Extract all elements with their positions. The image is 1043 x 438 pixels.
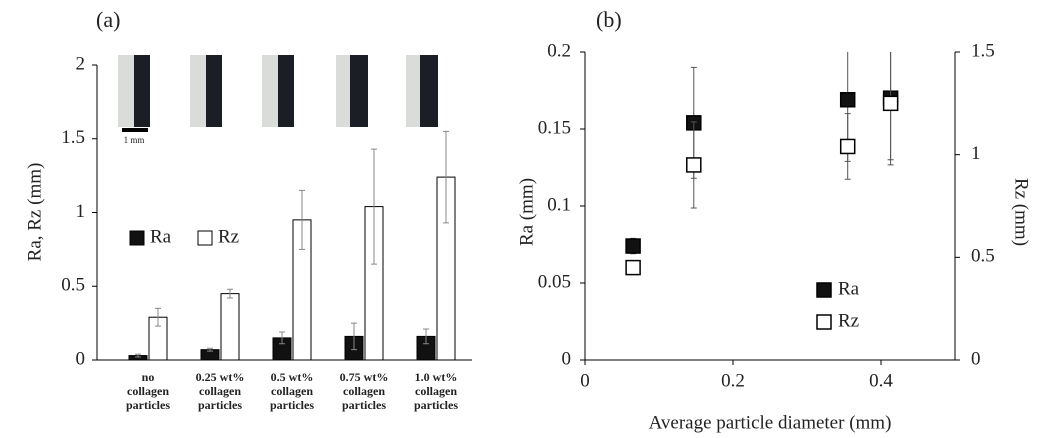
x-tick-label: 0.4 — [869, 370, 893, 391]
x-tick-label: collagen — [415, 384, 457, 398]
legend-label: Rz — [218, 226, 239, 247]
x-tick-label: particles — [270, 398, 314, 412]
y2-tick-label: 1 — [971, 143, 981, 164]
scale-label: 1 mm — [124, 135, 145, 145]
legend-swatch — [129, 230, 145, 246]
error-bar — [443, 130, 449, 224]
y2-tick-label: 0 — [971, 348, 981, 369]
bar — [220, 293, 240, 361]
y-tick-label: 0.15 — [538, 117, 571, 138]
x-tick-label: collagen — [343, 384, 385, 398]
y2-tick-label: 1.5 — [971, 40, 995, 61]
x-tick-label: 0.5 wt% — [271, 370, 314, 384]
legend-swatch — [816, 314, 832, 330]
legend-swatch — [816, 282, 832, 298]
marker — [839, 138, 856, 155]
y2-axis-title: Rz (mm) — [1011, 178, 1032, 246]
error-bar — [351, 322, 357, 351]
marker — [839, 91, 856, 108]
x-tick-label: 0.75 wt% — [340, 370, 389, 384]
micrographs — [118, 55, 438, 132]
error-bar — [299, 189, 305, 250]
y-tick-label: 0.05 — [538, 271, 571, 292]
legend-label: Rz — [838, 310, 859, 331]
x-tick-label: 0.2 — [721, 370, 745, 391]
y-axis-title: Ra (mm) — [516, 178, 537, 246]
y-tick-label: 0 — [76, 348, 86, 369]
x-axis-title: Average particle diameter (mm) — [649, 412, 892, 433]
x-tick-label: collagen — [127, 384, 169, 398]
panel-label: (b) — [596, 7, 622, 32]
y-tick-label: 0.1 — [547, 194, 571, 215]
marker — [625, 238, 641, 254]
marker — [686, 157, 702, 173]
y-tick-label: 0.5 — [61, 275, 85, 296]
error-bar — [279, 331, 285, 345]
y2-tick-label: 0.5 — [971, 246, 995, 267]
legend-label: Ra — [150, 226, 172, 247]
x-tick-label: particles — [342, 398, 386, 412]
y-tick-label: 0 — [562, 348, 572, 369]
error-bar — [135, 353, 141, 358]
y-tick-label: 1.5 — [61, 127, 85, 148]
marker — [625, 259, 641, 276]
legend-label: Ra — [838, 278, 860, 299]
marker — [882, 95, 899, 112]
y-tick-label: 1 — [76, 201, 86, 222]
error-bar — [155, 307, 161, 327]
x-tick-label: no — [142, 370, 155, 384]
error-bar — [207, 347, 213, 352]
x-tick-label: 0 — [580, 370, 590, 391]
legend-swatch — [197, 230, 213, 246]
x-tick-label: particles — [414, 398, 458, 412]
x-tick-label: collagen — [199, 384, 241, 398]
x-tick-label: 0.25 wt% — [196, 370, 245, 384]
error-bar — [371, 148, 377, 265]
x-tick-label: 1.0 wt% — [415, 370, 458, 384]
x-tick-label: collagen — [271, 384, 313, 398]
error-bar — [423, 328, 429, 345]
y-axis-title: Ra, Rz (mm) — [24, 163, 45, 262]
y-tick-label: 2 — [76, 53, 86, 74]
panel-label: (a) — [96, 7, 120, 32]
y-tick-label: 0.2 — [547, 40, 571, 61]
error-bar — [227, 288, 233, 299]
x-tick-label: particles — [126, 398, 170, 412]
x-tick-label: particles — [198, 398, 242, 412]
